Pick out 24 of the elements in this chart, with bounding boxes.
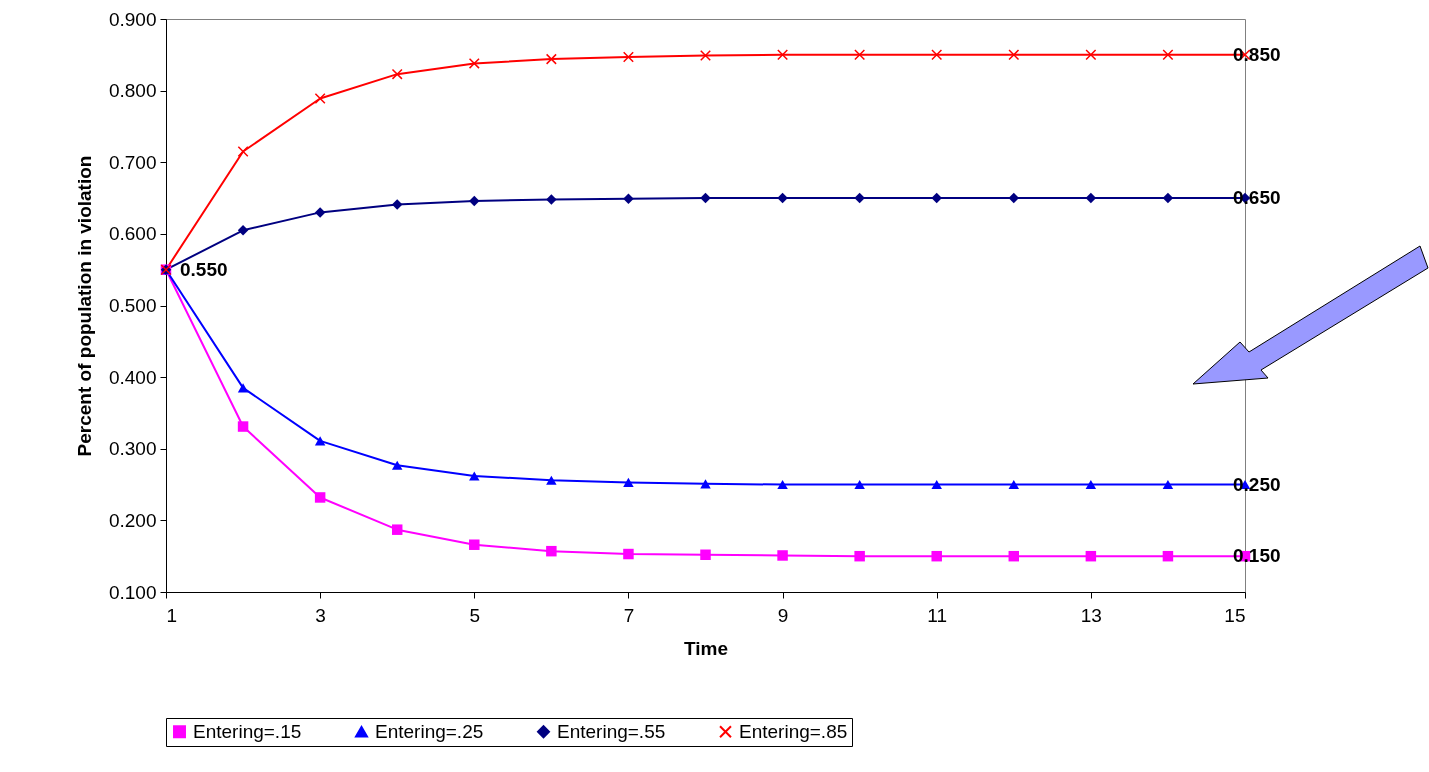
x-tick-label: 9	[777, 604, 789, 626]
x-tick-label: 7	[623, 604, 635, 626]
y-tick-label: 0.500	[108, 295, 157, 316]
y-tick-label: 0.700	[108, 151, 157, 173]
y-tick-label: 0.300	[108, 438, 157, 460]
y-tick-label: 0.900	[108, 8, 157, 30]
legend-label: Entering=.85	[739, 720, 848, 742]
data-label: 0.550	[180, 258, 228, 280]
x-tick-label: 1	[166, 604, 178, 626]
x-tick-label: 5	[469, 604, 481, 626]
y-tick-label: 0.400	[108, 366, 157, 388]
y-axis-title: Percent of population in violation	[73, 155, 95, 457]
y-tick-label: 0.800	[108, 80, 157, 102]
x-axis-title: Time	[683, 637, 729, 659]
legend-label: Entering=.25	[375, 720, 484, 742]
x-tick-label: 3	[315, 604, 326, 626]
x-tick-label: 13	[1080, 604, 1102, 626]
y-tick-label: 0.200	[108, 509, 157, 531]
x-tick-label: 15	[1224, 604, 1246, 626]
legend-label: Entering=.55	[557, 720, 666, 742]
y-tick-label: 0.100	[108, 581, 157, 603]
y-tick-label: 0.600	[108, 223, 157, 245]
x-tick-label: 11	[927, 604, 948, 626]
legend-label: Entering=.15	[193, 720, 302, 742]
